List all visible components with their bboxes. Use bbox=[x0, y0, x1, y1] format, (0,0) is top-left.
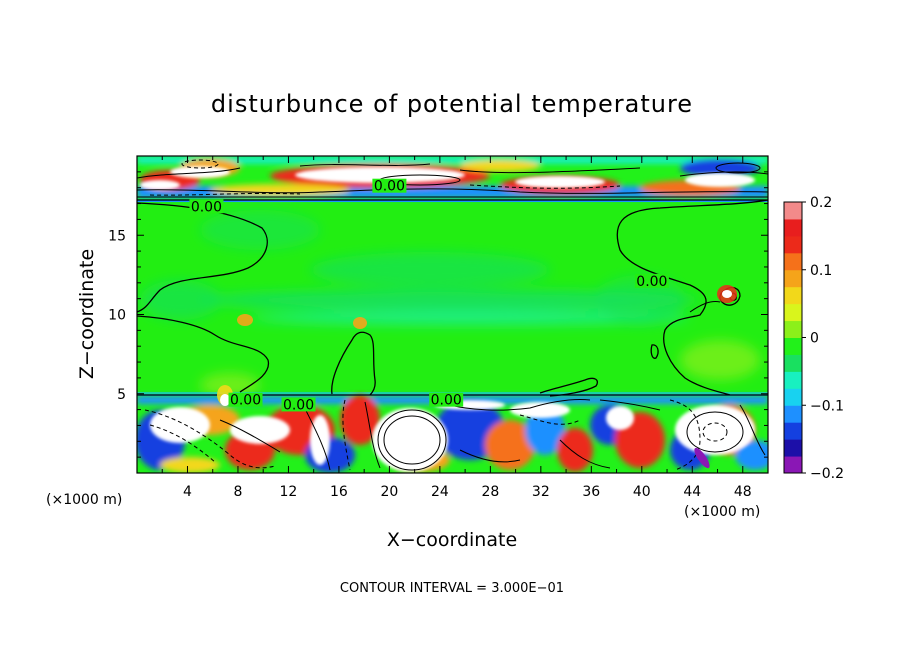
y-tick-label: 5 bbox=[117, 387, 126, 403]
contour-label: 0.00 bbox=[283, 397, 314, 413]
colorbar-swatch bbox=[784, 422, 802, 440]
contour-label: 0.00 bbox=[636, 274, 667, 290]
contour-labels: 0.00 0.00 0.00 0.00 0.00 0.00 bbox=[189, 178, 669, 413]
upper-layer-field bbox=[137, 156, 768, 200]
colorbar-tick-label: −0.2 bbox=[810, 466, 844, 482]
x-tick-label: 40 bbox=[633, 484, 651, 500]
x-axis-title: X−coordinate bbox=[387, 529, 517, 551]
colorbar-swatch bbox=[784, 320, 802, 338]
x-tick-label: 48 bbox=[734, 484, 752, 500]
lower-layer-field bbox=[137, 395, 768, 473]
y-axis: 5 10 15 bbox=[108, 171, 768, 458]
colorbar-swatch bbox=[784, 439, 802, 457]
colorbar-swatch bbox=[784, 218, 802, 237]
x-unit-label: (×1000 m) bbox=[46, 492, 122, 508]
x-tick-label: 16 bbox=[330, 484, 348, 500]
colorbar-swatch bbox=[784, 202, 802, 220]
colorbar-swatch bbox=[784, 371, 802, 389]
colorbar-swatch bbox=[784, 456, 802, 474]
contour-label-bg bbox=[429, 392, 464, 407]
contour-label-bg bbox=[228, 392, 263, 407]
x-tick-label: 20 bbox=[380, 484, 398, 500]
contour-label: 0.00 bbox=[374, 179, 405, 195]
y-axis-title: Z−coordinate bbox=[76, 249, 98, 379]
x-tick-label: 44 bbox=[683, 484, 701, 500]
x-tick-label: 28 bbox=[481, 484, 499, 500]
colorbar-tick-label: 0.1 bbox=[810, 263, 832, 279]
colorbar-swatch bbox=[784, 269, 802, 288]
x-tick-label: 32 bbox=[532, 484, 550, 500]
x-tick-label: 24 bbox=[431, 484, 449, 500]
colorbar-swatch bbox=[784, 405, 802, 423]
colorbar-swatch bbox=[784, 235, 802, 254]
contour-label: 0.00 bbox=[431, 393, 462, 409]
colorbar-swatch bbox=[784, 354, 802, 372]
lower-vortex bbox=[694, 447, 710, 469]
chart-title: disturbunce of potential temperature bbox=[211, 90, 693, 118]
contour-label-bg bbox=[372, 178, 407, 193]
colorbar-tick-label: −0.1 bbox=[810, 398, 844, 414]
contour-label-bg bbox=[634, 273, 669, 288]
colorbar-swatch bbox=[784, 337, 802, 355]
x-axis: 4 8 12 16 20 24 28 32 36 40 44 48 bbox=[161, 156, 752, 500]
colorbar-tick-label: 0.2 bbox=[810, 195, 832, 211]
colorbar: 0.2 0.1 0 −0.1 −0.2 bbox=[783, 195, 844, 482]
colorbar-tick-label: 0 bbox=[810, 331, 819, 347]
x-tick-label: 12 bbox=[280, 484, 298, 500]
x-unit-label-right: (×1000 m) bbox=[684, 504, 760, 520]
x-tick-label: 4 bbox=[183, 484, 192, 500]
contour-label: 0.00 bbox=[191, 199, 222, 215]
contour-label-bg bbox=[281, 397, 316, 412]
contour-interval: CONTOUR INTERVAL = 3.000E−01 bbox=[340, 581, 564, 596]
colorbar-swatch bbox=[784, 252, 802, 271]
colorbar-swatch bbox=[784, 388, 802, 406]
y-tick-label: 10 bbox=[108, 308, 126, 324]
contour-label-bg bbox=[189, 199, 224, 214]
x-tick-label: 36 bbox=[582, 484, 600, 500]
x-tick-label: 8 bbox=[233, 484, 242, 500]
contour-label: 0.00 bbox=[230, 393, 261, 409]
plot-area: 0.00 0.00 0.00 0.00 0.00 0.00 bbox=[137, 156, 768, 473]
colorbar-swatch bbox=[784, 286, 802, 305]
colorbar-swatch bbox=[784, 303, 802, 322]
y-tick-label: 15 bbox=[108, 228, 126, 244]
